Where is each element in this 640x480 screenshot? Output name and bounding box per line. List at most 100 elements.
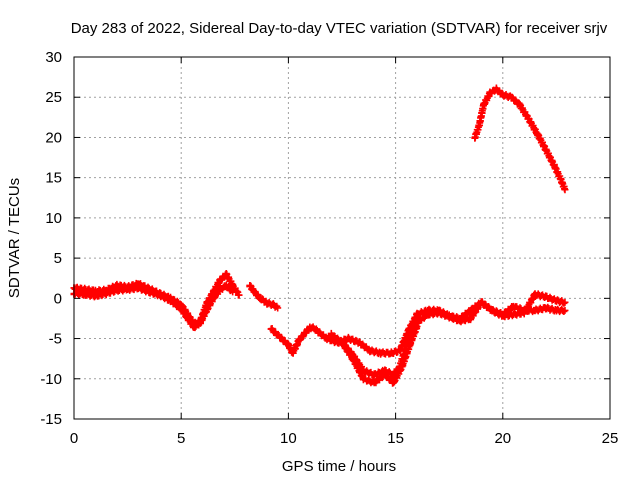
data-point <box>387 349 395 357</box>
data-point <box>471 133 479 141</box>
plot-frame <box>73 56 611 420</box>
data-point <box>355 339 363 347</box>
data-point <box>289 349 297 357</box>
data-point <box>492 85 500 93</box>
y-tick-label: 0 <box>54 290 62 307</box>
data-point <box>229 288 237 296</box>
y-tick-label: 5 <box>54 250 62 267</box>
data-point <box>113 286 121 294</box>
data-point <box>499 312 507 320</box>
x-tick-label: 5 <box>177 430 185 447</box>
data-point <box>222 270 230 278</box>
data-point <box>344 335 352 343</box>
data-point <box>295 336 303 344</box>
data-point <box>480 101 488 109</box>
data-point <box>531 290 539 298</box>
data-point <box>370 379 378 387</box>
data-point <box>550 162 558 170</box>
data-point <box>81 290 89 298</box>
data-point <box>267 325 275 333</box>
data-point <box>561 186 569 194</box>
data-point <box>531 306 539 314</box>
data-point <box>407 339 415 347</box>
data-point <box>284 341 292 349</box>
data-point <box>91 292 99 300</box>
data-point <box>486 89 494 97</box>
data-point <box>349 355 357 363</box>
data-point <box>413 322 421 330</box>
data-point <box>557 175 565 183</box>
y-tick-label: 10 <box>45 210 62 227</box>
data-point <box>216 286 224 294</box>
x-tick-label: 10 <box>280 430 297 447</box>
data-point <box>434 309 442 317</box>
data-point <box>196 318 204 326</box>
data-point <box>250 288 258 296</box>
data-point <box>257 294 265 302</box>
y-tick-label: -10 <box>40 371 62 388</box>
data-point <box>488 306 496 314</box>
x-tick-label: 15 <box>387 430 404 447</box>
data-point <box>166 297 174 305</box>
data-point <box>203 306 211 314</box>
data-point <box>306 323 314 331</box>
data-point <box>184 314 192 322</box>
data-point <box>510 310 518 318</box>
data-point <box>525 115 533 123</box>
series-track-c <box>246 281 282 312</box>
data-point <box>499 91 507 99</box>
data-point <box>124 285 132 293</box>
x-axis-label: GPS time / hours <box>282 458 396 475</box>
data-point <box>263 299 271 307</box>
data-point <box>190 323 198 331</box>
series-track-g <box>338 322 421 387</box>
data-point <box>274 304 282 312</box>
data-point <box>552 306 560 314</box>
chart-title: Day 283 of 2022, Sidereal Day-to-day VTE… <box>71 20 608 37</box>
data-point <box>477 298 485 306</box>
data-point <box>516 101 524 109</box>
data-point <box>366 347 374 355</box>
data-point <box>177 305 185 313</box>
data-point <box>413 310 421 318</box>
data-point <box>134 284 142 292</box>
gridlines <box>74 57 610 419</box>
data-point <box>561 306 569 314</box>
data-point <box>456 317 464 325</box>
data-point <box>312 327 320 335</box>
y-tick-label: 15 <box>45 170 62 187</box>
axis-ticks: 0 5 10 15 20 25 -15 -10 -5 0 5 10 15 20 25 30 <box>40 49 618 447</box>
y-axis-label: SDTVAR / TECUs <box>6 178 23 298</box>
data-point <box>510 302 518 310</box>
data-point <box>246 281 254 289</box>
data-point <box>542 304 550 312</box>
data-point <box>359 375 367 383</box>
x-tick-label: 20 <box>494 430 511 447</box>
data-point <box>520 309 528 317</box>
x-tick-label: 0 <box>70 430 78 447</box>
data-point <box>323 335 331 343</box>
data-point <box>102 290 110 298</box>
y-tick-label: 20 <box>45 129 62 146</box>
data-point <box>398 363 406 371</box>
data-point <box>269 301 277 309</box>
data-point <box>370 371 378 379</box>
y-tick-label: 30 <box>45 49 62 66</box>
series-track-h <box>471 84 569 194</box>
data-point <box>475 121 483 129</box>
data-point <box>327 331 335 339</box>
data-point <box>424 310 432 318</box>
data-point <box>381 371 389 379</box>
data-point <box>389 379 397 387</box>
data-point <box>377 349 385 357</box>
data-point <box>235 291 243 299</box>
data-point <box>445 313 453 321</box>
data-point <box>542 293 550 301</box>
data-point <box>222 281 230 289</box>
data-point <box>209 294 217 302</box>
data-point <box>552 297 560 305</box>
data-marks <box>70 84 569 387</box>
data-point <box>542 146 550 154</box>
